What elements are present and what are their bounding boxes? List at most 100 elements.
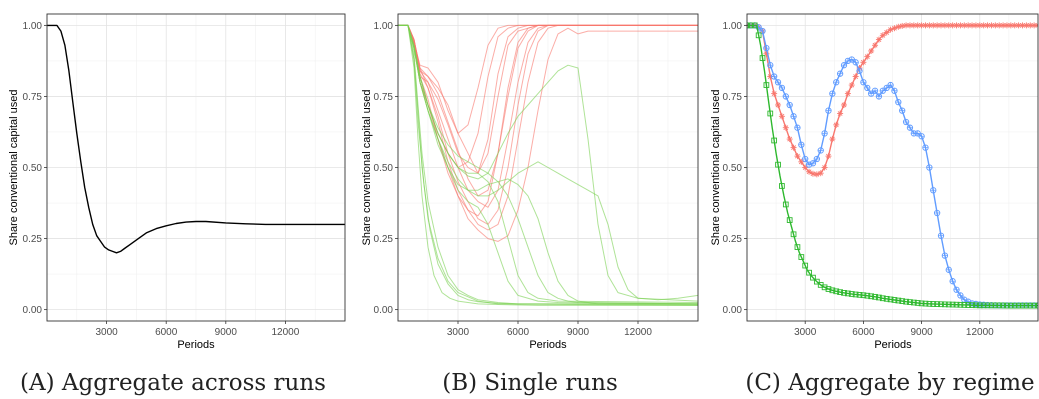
asterisk-marker [1016,22,1022,28]
square-marker [802,262,809,269]
square-marker [942,301,948,308]
square-marker [914,300,921,306]
series-line [398,24,698,301]
asterisk-marker [1004,22,1010,28]
y-tick-label: 0.75 [374,92,394,103]
asterisk-marker [969,22,975,28]
square-marker [767,110,774,117]
square-marker [891,297,898,303]
asterisk-marker [989,22,994,28]
y-tick-label: 0.00 [723,305,743,316]
marker-group [747,22,1038,309]
square-marker [1000,302,1006,309]
asterisk-marker [950,22,956,28]
asterisk-marker [1008,22,1014,28]
square-marker [918,300,925,307]
y-tick-label: 0.75 [723,92,743,103]
square-marker [899,298,906,304]
square-marker [969,302,975,308]
square-marker [841,290,847,296]
panel-a-ylabel: Share conventional capital used [8,90,20,246]
square-marker [1023,302,1030,309]
asterisk-marker [1035,22,1038,27]
series-line [398,24,698,197]
square-marker [786,217,793,223]
asterisk-marker [1020,22,1025,28]
y-tick-label: 0.50 [23,163,43,174]
square-marker [1011,302,1018,309]
asterisk-marker [923,22,928,28]
x-tick-label: 3000 [95,327,118,338]
square-marker [771,137,778,144]
square-marker [748,22,754,29]
square-marker [868,293,875,300]
marker-group [747,22,1038,309]
asterisk-marker [946,22,952,28]
y-tick-label: 0.25 [723,234,743,245]
asterisk-marker [938,22,944,28]
square-marker [848,291,855,297]
square-marker [876,294,882,301]
asterisk-marker [783,125,789,131]
panel-b-xlabel: Periods [529,339,567,351]
square-marker [930,301,937,307]
square-marker [879,295,886,302]
square-marker [782,201,789,208]
asterisk-marker [1031,22,1037,28]
square-marker [973,302,979,309]
square-marker [790,231,797,238]
asterisk-marker [806,169,812,175]
square-marker [922,300,929,307]
square-marker [794,244,801,250]
asterisk-marker [954,22,959,28]
square-marker [763,82,770,88]
asterisk-marker [899,23,905,29]
asterisk-marker [849,82,855,88]
square-marker [747,22,750,29]
panel-a-xlabel: Periods [177,339,215,351]
square-marker [965,302,972,308]
asterisk-marker [833,122,839,128]
asterisk-marker [1027,22,1033,28]
square-marker [775,161,781,168]
asterisk-marker [957,22,963,28]
square-marker [1031,302,1037,309]
square-marker [887,296,894,303]
asterisk-marker [810,171,816,177]
square-marker [988,302,995,309]
asterisk-marker [837,111,843,116]
square-marker [883,295,890,302]
square-marker [938,301,944,308]
square-marker [872,293,878,300]
asterisk-marker [860,59,866,65]
asterisk-marker [911,22,917,28]
series-line [398,24,698,225]
square-marker [961,302,968,308]
asterisk-marker [880,32,886,38]
square-marker [980,302,987,309]
asterisk-marker [981,22,987,28]
asterisk-marker [1035,24,1038,28]
panel-b-caption: (B) Single runs [442,370,618,396]
asterisk-marker [826,153,831,159]
panel-c-xlabel: Periods [874,339,912,351]
square-marker [852,291,859,298]
asterisk-marker [996,22,1002,28]
asterisk-marker [926,22,932,28]
square-marker [813,278,820,285]
asterisk-marker [915,22,921,28]
x-tick-label: 6000 [155,327,178,338]
series-line [398,24,698,305]
asterisk-marker [1023,22,1029,28]
asterisk-marker [903,22,909,28]
x-tick-label: 9000 [215,327,238,338]
asterisk-marker [930,22,936,28]
panel-c-caption: (C) Aggregate by regime [745,370,1034,396]
asterisk-marker [853,74,859,79]
asterisk-marker [1012,22,1018,28]
asterisk-marker [965,22,971,28]
x-tick-label: 12000 [624,327,652,338]
square-marker [1015,302,1022,309]
square-marker [759,55,766,61]
asterisk-marker [961,22,967,28]
